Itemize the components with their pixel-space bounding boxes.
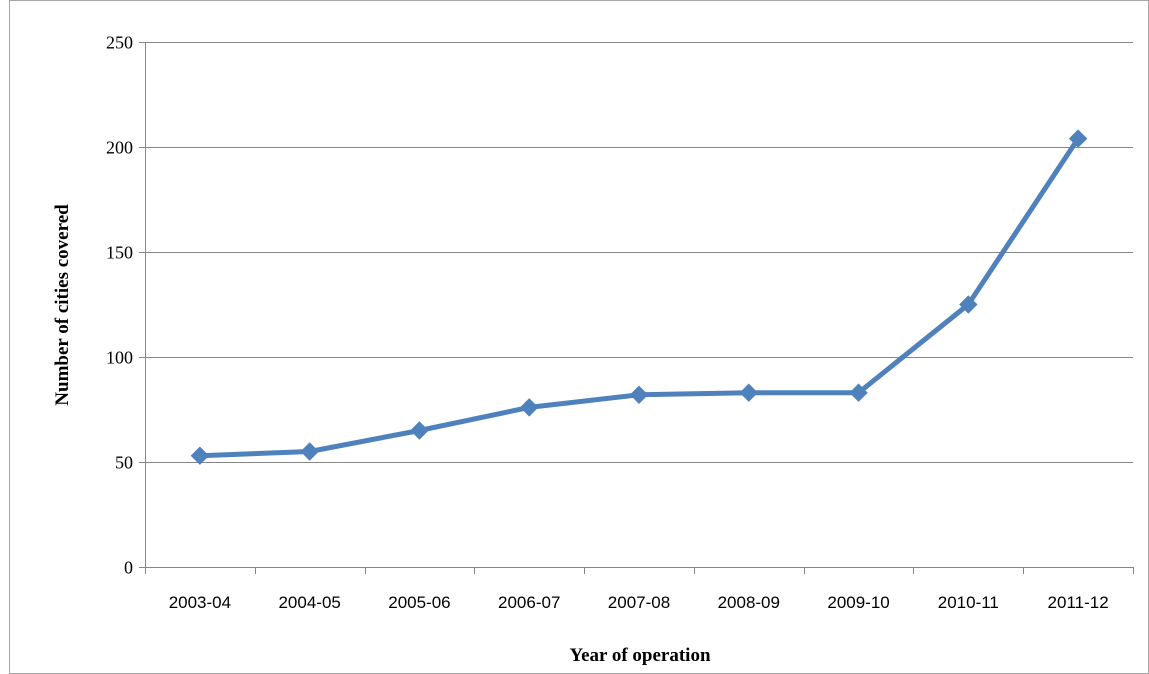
x-tick-label: 2007-08 xyxy=(608,593,670,612)
y-tick-label: 150 xyxy=(106,243,133,263)
axes xyxy=(139,42,1134,574)
x-tick-label: 2003-04 xyxy=(169,593,231,612)
y-tick-labels: 0 50 100 150 200 250 xyxy=(106,33,133,578)
y-tick-label: 100 xyxy=(106,348,133,368)
y-tick-label: 50 xyxy=(115,453,133,473)
x-tick-labels: 2003-04 2004-05 2005-06 2006-07 2007-08 2008-… xyxy=(169,593,1109,612)
gridlines xyxy=(145,42,1133,463)
y-tick-label: 250 xyxy=(106,33,133,53)
x-tick-label: 2004-05 xyxy=(278,593,340,612)
data-points xyxy=(190,129,1088,465)
x-axis-title: Year of operation xyxy=(569,645,711,666)
data-point-marker xyxy=(300,442,319,461)
data-point-marker xyxy=(739,383,758,402)
x-tick-label: 2008-09 xyxy=(718,593,780,612)
data-point-marker xyxy=(849,383,868,402)
y-tick-label: 0 xyxy=(124,558,133,578)
data-point-marker xyxy=(190,446,210,465)
x-tick-label: 2011-12 xyxy=(1048,593,1109,612)
chart-frame xyxy=(9,0,1149,674)
y-axis-title: Number of cities covered xyxy=(52,204,73,406)
data-point-marker xyxy=(410,421,429,440)
x-tick-label: 2009-10 xyxy=(827,593,889,612)
x-tick-label: 2010-11 xyxy=(938,593,999,612)
data-point-marker xyxy=(629,385,649,405)
data-point-marker xyxy=(959,295,978,314)
x-tick-label: 2006-07 xyxy=(498,593,560,612)
data-point-marker xyxy=(1068,129,1088,148)
y-tick-label: 200 xyxy=(106,138,133,158)
data-point-marker xyxy=(520,398,539,417)
x-tick-label: 2005-06 xyxy=(388,593,450,612)
